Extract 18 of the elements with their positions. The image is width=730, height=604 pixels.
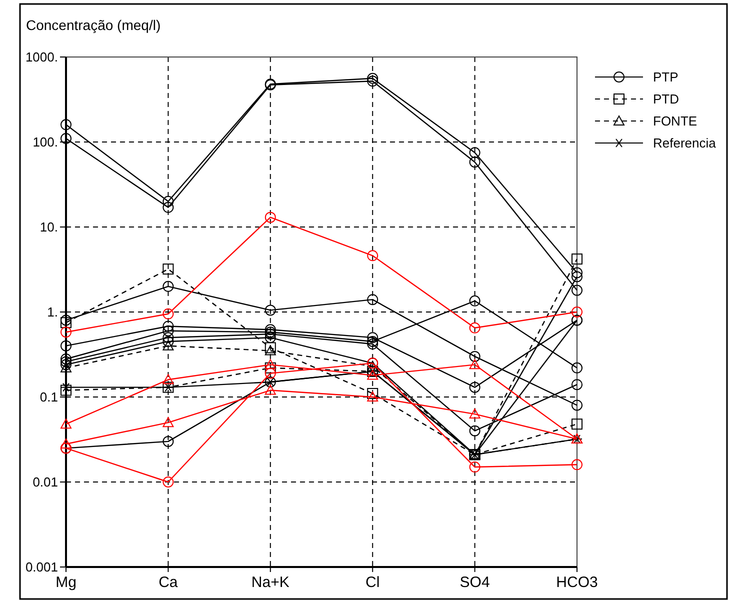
y-tick-label: 1000. [25,50,58,65]
y-tick-label: 1. [47,304,58,320]
y-tick-label: 10. [40,220,58,235]
x-tick-label: Cl [366,574,380,591]
legend-label: PTP [653,70,678,85]
x-tick-label: Mg [56,574,76,591]
legend-label: PTD [653,92,679,107]
y-tick-label: 0.1 [40,390,58,405]
x-tick-label: Ca [158,574,178,591]
x-tick-label: HCO3 [556,574,598,591]
y-tick-label: 0.001 [25,560,58,575]
x-tick-label: Na+K [251,574,290,591]
legend-label: FONTE [653,114,698,129]
y-axis-title: Concentração (meq/l) [26,17,161,33]
legend-label: Referencia [653,136,717,151]
y-tick-label: 100. [32,134,58,150]
x-tick-label: SO4 [460,574,490,591]
y-tick-label: 0.01 [32,474,58,490]
